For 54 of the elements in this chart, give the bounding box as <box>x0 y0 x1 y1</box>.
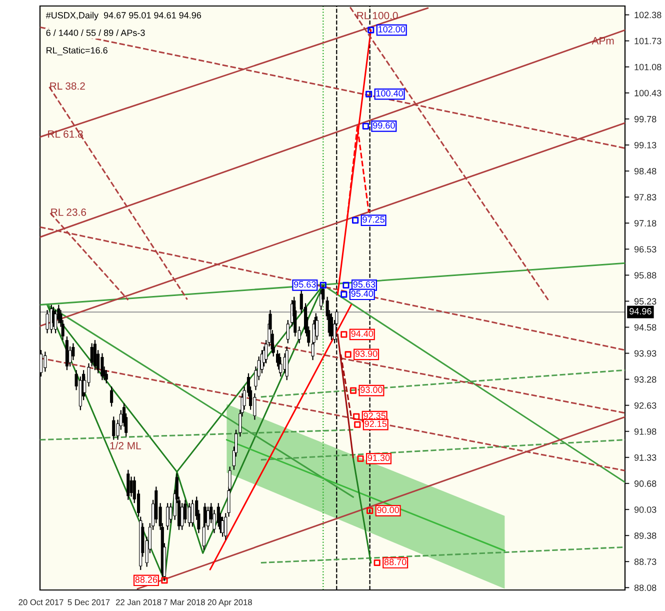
y-tick-label: 91.98 <box>634 428 656 435</box>
y-tick-label: 96.53 <box>634 246 656 252</box>
y-tick-label: 101.73 <box>634 38 662 44</box>
y-tick-label: 95.23 <box>634 298 656 305</box>
data-label: 93.90 <box>355 350 378 357</box>
y-tick-label: 89.38 <box>634 532 656 539</box>
y-tick-label: 99.13 <box>634 142 656 148</box>
y-tick-label: 90.68 <box>634 480 656 487</box>
data-label: 94.40 <box>351 330 374 337</box>
data-label: 100.40 <box>376 90 404 97</box>
x-tick-label: 20 Oct 2017 <box>18 599 64 606</box>
data-label: 95.63 <box>353 281 376 288</box>
data-label: 92.15 <box>364 420 387 427</box>
data-label: 93.00 <box>360 386 382 393</box>
y-tick-label: 97.18 <box>634 220 656 226</box>
annotation: RL 61.8 <box>48 130 83 138</box>
annotation: 1/2 ML <box>110 442 141 450</box>
data-label: 95.40 <box>351 290 374 297</box>
data-label: 88.26 <box>135 576 158 583</box>
y-tick-label: 88.08 <box>634 584 656 591</box>
y-tick-label: 95.88 <box>634 272 656 279</box>
annotation: APm <box>592 37 614 44</box>
y-tick-label: 88.73 <box>634 558 656 565</box>
y-tick-label: 99.78 <box>634 116 656 122</box>
y-tick-label: 97.83 <box>634 194 656 200</box>
y-tick-label: 98.48 <box>634 168 656 174</box>
annotation: #USDX,Daily 94.67 95.01 94.61 94.96 <box>46 12 202 20</box>
y-tick-label: 101.08 <box>634 64 662 70</box>
x-tick-label: 20 Apr 2018 <box>208 599 252 607</box>
data-label: 99.60 <box>373 122 395 129</box>
data-label: 92.35 <box>364 412 386 419</box>
y-tick-label: 90.03 <box>634 506 656 513</box>
y-tick-label: 92.63 <box>634 402 656 409</box>
ref-line-label: 94.96 <box>630 308 652 314</box>
y-tick-label: 91.33 <box>634 454 656 461</box>
data-label: 97.25 <box>362 216 384 223</box>
data-label: 91.30 <box>368 454 390 462</box>
x-tick-label: 7 Mar 2018 <box>164 599 205 606</box>
x-tick-label: 22 Jan 2018 <box>116 599 162 606</box>
y-tick-label: 93.93 <box>634 350 656 357</box>
y-tick-label: 102.38 <box>634 12 662 18</box>
annotation: RL_Static=16.6 <box>46 46 108 56</box>
data-label: 90.00 <box>377 506 400 514</box>
data-label: 95.63 <box>294 281 316 288</box>
y-tick-label: 100.43 <box>634 90 662 96</box>
annotation: RL 38.2 <box>50 82 85 90</box>
annotation: 6 / 1440 / 55 / 89 / APs-3 <box>46 29 145 36</box>
annotation: RL 23.6 <box>51 208 86 216</box>
y-tick-label: 93.28 <box>634 376 656 383</box>
annotation: RL 100.0 <box>357 12 398 20</box>
x-tick-label: 5 Dec 2017 <box>68 599 110 606</box>
y-tick-label: 94.58 <box>634 324 656 331</box>
data-label: 88.70 <box>384 558 406 566</box>
data-label: 102.00 <box>378 26 406 32</box>
